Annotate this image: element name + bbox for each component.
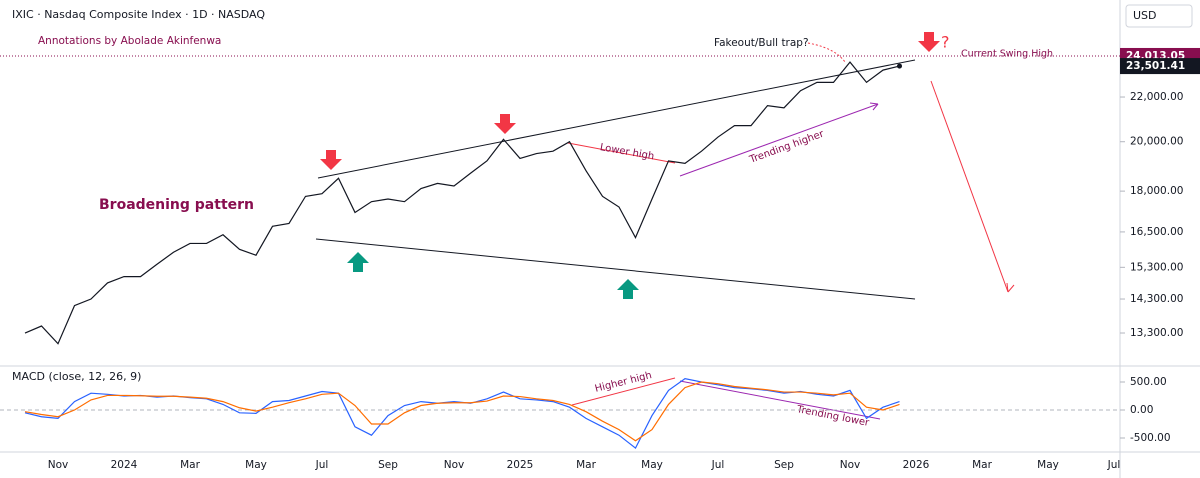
lower-high-line xyxy=(567,142,676,164)
y-tick-label: 18,000.00 xyxy=(1130,185,1183,197)
y-tick-label: 22,000.00 xyxy=(1130,91,1183,103)
y-tick-label: 500.00 xyxy=(1130,376,1167,388)
y-tick-label: 20,000.00 xyxy=(1130,136,1183,148)
up-arrows xyxy=(347,252,639,299)
x-tick-label: May xyxy=(1037,459,1059,471)
x-tick-label: Sep xyxy=(378,459,398,471)
upper-trendline xyxy=(317,59,916,179)
y-tick-label: 13,300.00 xyxy=(1130,327,1183,339)
x-tick-label: Mar xyxy=(180,459,200,471)
macd-title: MACD (close, 12, 26, 9) xyxy=(12,370,141,383)
projection-arrow xyxy=(930,80,1009,293)
currency[interactable]: USD xyxy=(1133,9,1157,22)
x-tick-label: Jul xyxy=(315,459,329,471)
trending-lower-line xyxy=(679,380,881,420)
y-tick-label: 14,300.00 xyxy=(1130,293,1183,305)
series-line xyxy=(24,381,900,442)
x-tick-label: 2026 xyxy=(903,459,930,471)
x-tick-label: Mar xyxy=(576,459,596,471)
lower-trendline xyxy=(315,238,916,300)
y-tick-label: 0.00 xyxy=(1130,404,1153,416)
x-tick-label: Sep xyxy=(774,459,794,471)
fakeout-label: Fakeout/Bull trap? xyxy=(714,37,809,49)
arrow-head xyxy=(869,102,879,111)
arrow-head xyxy=(1006,282,1015,293)
x-tick-label: Mar xyxy=(972,459,992,471)
x-tick-label: 2024 xyxy=(111,459,138,471)
author-note: Annotations by Abolade Akinfenwa xyxy=(38,35,221,47)
x-tick-label: Nov xyxy=(48,459,69,471)
currency-button[interactable] xyxy=(1125,4,1193,28)
x-tick-label: 2025 xyxy=(507,459,534,471)
x-tick-label: Nov xyxy=(444,459,465,471)
higher-high-line xyxy=(571,377,676,406)
symbol-title: IXIC · Nasdaq Composite Index · 1D · NAS… xyxy=(12,8,265,21)
x-tick-label: May xyxy=(641,459,663,471)
fakeout-pointer xyxy=(807,42,846,63)
down-arrows xyxy=(320,32,940,170)
y-tick-label: 15,300.00 xyxy=(1130,261,1183,273)
swing-high-label: Current Swing High xyxy=(961,49,1053,60)
question-mark: ? xyxy=(941,33,950,52)
x-tick-label: May xyxy=(245,459,267,471)
series-line xyxy=(24,61,900,345)
x-tick-label: Jul xyxy=(711,459,725,471)
last-price-dot xyxy=(897,63,902,69)
last-price-tag xyxy=(1120,58,1200,75)
last-price: 23,501.41 xyxy=(1126,60,1185,72)
pattern-label: Broadening pattern xyxy=(99,197,254,213)
y-tick-label: 16,500.00 xyxy=(1130,226,1183,238)
trending-higher-line xyxy=(679,103,879,177)
y-tick-label: -500.00 xyxy=(1130,432,1171,444)
x-tick-label: Jul xyxy=(1107,459,1121,471)
x-tick-label: Nov xyxy=(840,459,861,471)
